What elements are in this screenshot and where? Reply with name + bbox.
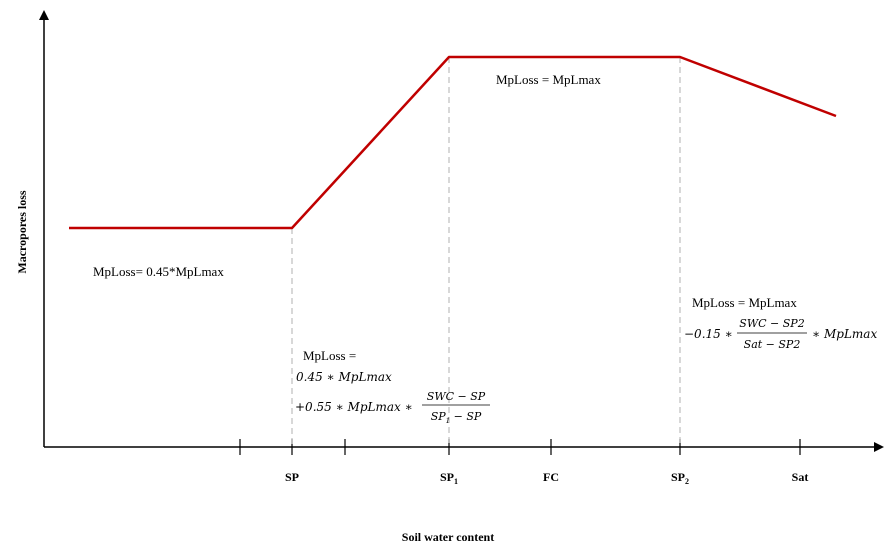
x-tick-label-sp: SP bbox=[285, 470, 299, 484]
x-tick-label-sp2: SP2 bbox=[671, 470, 689, 486]
ramp-formula-line2: +0.55 ∗ MpLmax ∗ bbox=[295, 400, 413, 414]
ramp-formula-head: MpLoss = bbox=[303, 348, 356, 363]
y-axis-arrowhead bbox=[39, 10, 49, 20]
x-axis-label: Soil water content bbox=[402, 530, 494, 544]
decline-fraction-denominator: Sat − SP2 bbox=[744, 338, 801, 351]
ramp-fraction-numerator: SWC − SP bbox=[427, 390, 486, 403]
ramp-formula-line1: 0.45 ∗ MpLmax bbox=[296, 370, 392, 384]
ramp-fraction-denominator: SP1 − SP bbox=[431, 410, 482, 425]
y-axis-label: Macropores loss bbox=[15, 190, 29, 274]
x-axis-arrowhead bbox=[874, 442, 884, 452]
macropores-loss-line bbox=[69, 55, 837, 230]
decline-formula-prefix: −0.15 ∗ bbox=[684, 327, 733, 341]
decline-formula-suffix: ∗ MpLmax bbox=[812, 327, 877, 341]
low-plateau-annotation: MpLoss= 0.45*MpLmax bbox=[93, 264, 224, 279]
decline-fraction-numerator: SWC − SP2 bbox=[739, 317, 804, 330]
x-tick-label-fc: FC bbox=[543, 470, 559, 484]
x-tick-label-sp1: SP1 bbox=[440, 470, 458, 486]
decline-formula-head: MpLoss = MpLmax bbox=[692, 295, 797, 310]
plateau-annotation: MpLoss = MpLmax bbox=[496, 72, 601, 87]
x-tick-label-sat: Sat bbox=[792, 470, 809, 484]
